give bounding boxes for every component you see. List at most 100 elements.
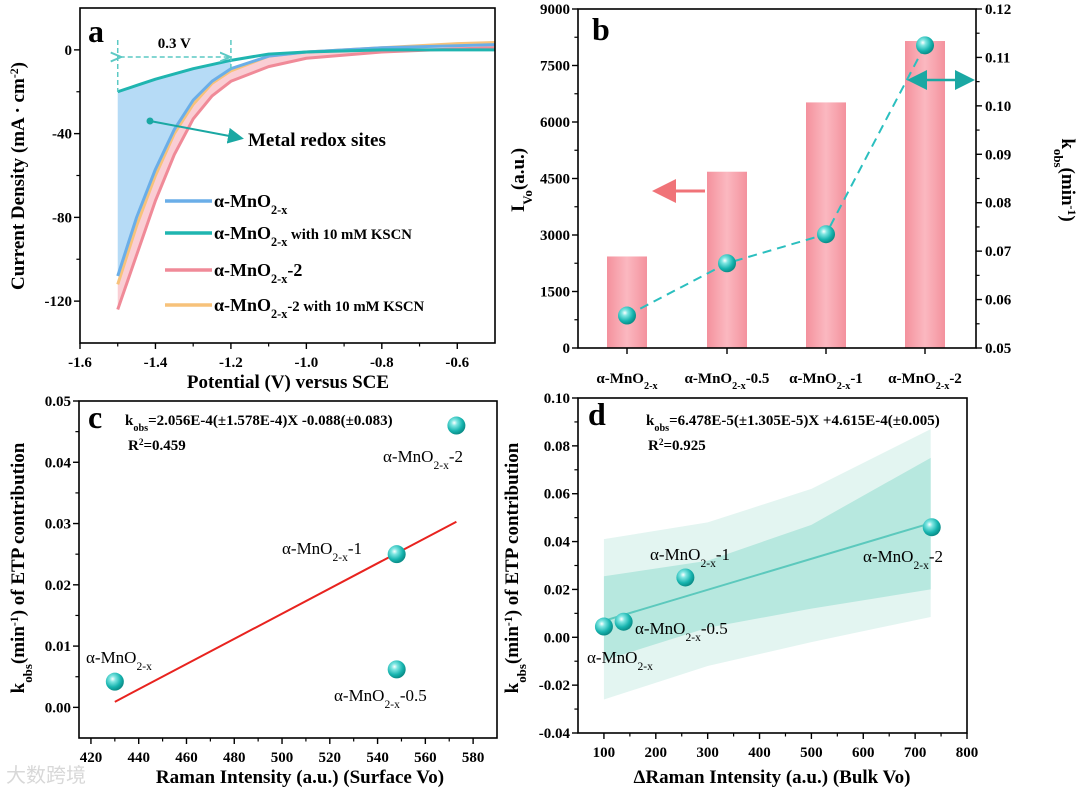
confidence-band — [603, 457, 931, 661]
data-point — [105, 672, 124, 691]
legend-entry-part: α-MnO — [214, 191, 271, 211]
y-tick-label: 0.07 — [985, 244, 1012, 260]
kobs-point — [817, 225, 835, 244]
y-tick-label: 0.05 — [45, 394, 71, 410]
point-label-part: 2-x — [685, 631, 701, 644]
fit-equation-part: obs — [654, 423, 669, 434]
point-label-part: α-MnO — [334, 686, 384, 705]
y-tick-label: 3000 — [540, 228, 570, 244]
y-tick-label: 6000 — [540, 115, 570, 131]
legend-entry: α-MnO2-x-2 — [214, 260, 302, 286]
y-tick-label: -0.02 — [539, 678, 570, 694]
y-tick-label: 0.06 — [544, 487, 571, 503]
x-tick-label: 460 — [175, 750, 198, 766]
series-line-mno2-kscn — [117, 48, 495, 94]
r-squared: R2=0.925 — [648, 438, 706, 454]
x-tick-label: -1.6 — [68, 355, 92, 371]
y-axis-title-part: -1 — [502, 616, 515, 626]
kobs-point — [718, 254, 736, 273]
y-tick-label: -40 — [52, 127, 72, 143]
x-category-label-part: 2-x — [732, 381, 746, 392]
legend-entry-part: 2-x — [271, 235, 288, 249]
data-point — [614, 612, 633, 631]
fit-line — [603, 522, 931, 622]
y-axis-title-part: (min — [502, 626, 523, 664]
legend-entry: α-MnO2-x with 10 mM KSCN — [214, 223, 412, 249]
legend-entry: α-MnO2-x-2 with 10 mM KSCN — [214, 295, 425, 321]
point-label-part: α-MnO — [587, 648, 637, 667]
x-tick-label: 500 — [800, 745, 823, 761]
x-tick-label: 480 — [223, 750, 246, 766]
x-tick-label: 100 — [593, 745, 616, 761]
y2-axis-title-part: (min — [1057, 168, 1078, 206]
point-label-part: α-MnO — [650, 545, 700, 564]
x-category-label-part: 2-x — [837, 381, 851, 392]
panel-letter: d — [588, 396, 606, 432]
y2-axis-title-part: -1 — [1066, 206, 1079, 216]
x-category-label-part: α-MnO — [596, 371, 644, 387]
fit-equation-part: =2.056E-4(±1.578E-4)X -0.088(±0.083) — [148, 413, 393, 429]
y-tick-label: 0.02 — [544, 582, 570, 598]
x-axis-title: Potential (V) versus SCE — [187, 372, 389, 393]
x-tick-label: -1.0 — [294, 355, 318, 371]
y-tick-label: 0.02 — [45, 578, 71, 594]
panel-c-surface-vo-scatter: 420 440 460 480 500 520 540 560 580 0.00 0.01 0.02 0… — [8, 394, 498, 788]
x-tick-label: -1.2 — [219, 355, 243, 371]
x-axis-title-part: Raman Intensity (a.u.) (Surface Vo) — [156, 767, 444, 788]
redox-pointer-arrow — [149, 120, 244, 144]
x-tick-label: 300 — [696, 745, 719, 761]
bar — [607, 256, 647, 348]
x-category-label-part: α-MnO — [888, 371, 936, 387]
x-axis-title-part: ΔRaman Intensity (a.u.) (Bulk Vo) — [634, 767, 911, 788]
y-axis-title: kobs(min-1) of ETP contribution — [502, 442, 529, 693]
r-squared-part: R — [648, 438, 659, 454]
point-label-part: 2-x — [700, 557, 716, 570]
r-squared: R2=0.459 — [128, 438, 186, 454]
y-tick-label: 0.10 — [985, 99, 1011, 115]
y-tick-label: 0.00 — [45, 700, 71, 716]
kobs-line — [626, 44, 926, 317]
panel-a-lsv-curves: -1.6 -1.4 -1.2 -1.0 -0.8 -0.6 0 -40 -80 -120 0.3 V… — [8, 7, 496, 393]
x-tick-label: -0.6 — [445, 355, 469, 371]
point-label: α-MnO2-x-2 — [383, 447, 463, 472]
x-category-label-part: 2-x — [936, 381, 950, 392]
point-label-part: 2-x — [384, 698, 400, 711]
panel-letter: c — [88, 399, 102, 435]
point-label: α-MnO2-x-0.5 — [635, 619, 728, 644]
x-category-label-part: -0.5 — [746, 371, 770, 387]
x-axis-title: ΔRaman Intensity (a.u.) (Bulk Vo) — [634, 767, 911, 788]
y-tick-label: 0.03 — [45, 517, 71, 533]
y-tick-label: 0.04 — [544, 535, 571, 551]
legend-entry-part: 2-x — [271, 203, 288, 217]
kobs-point — [618, 306, 636, 325]
y-axis-title-part: -2 — [8, 68, 21, 78]
plot-frame — [78, 400, 498, 739]
r-squared-part: =0.925 — [664, 438, 706, 454]
point-label-part: -1 — [716, 545, 730, 564]
x-category-label: α-MnO2-x-2 — [888, 371, 962, 392]
x-category-label-part: α-MnO — [789, 371, 837, 387]
x-tick-label: 700 — [904, 745, 927, 761]
legend-entry: α-MnO2-x — [214, 191, 288, 217]
point-label: α-MnO2-x-0.5 — [334, 686, 427, 711]
panel-letter: b — [592, 11, 610, 47]
y-axis-title-part: ) of ETP contribution — [8, 442, 29, 616]
fit-equation-part: =6.478E-5(±1.305E-5)X +4.615E-4(±0.005) — [669, 413, 940, 429]
point-label-part: α-MnO — [86, 648, 136, 667]
gap-label: 0.3 V — [158, 36, 191, 52]
y-tick-label: 0.05 — [985, 341, 1011, 357]
panel-d-bulk-vo-scatter: 100 200 300 400 500 600 700 800 -0.04 -0.02 0.00 0.… — [502, 391, 979, 788]
y-tick-label: 4500 — [540, 172, 570, 188]
redox-label: Metal redox sites — [248, 130, 386, 151]
fit-equation-part: k — [646, 413, 655, 429]
x-tick-label: -0.8 — [370, 355, 394, 371]
y-axis-title-part: obs — [20, 664, 35, 683]
point-label-part: α-MnO — [282, 539, 332, 558]
point-label-part: α-MnO — [863, 547, 913, 566]
y-tick-label: 0.10 — [544, 391, 570, 407]
data-point — [387, 660, 406, 679]
watermark: 大数跨境 — [6, 763, 86, 787]
y-tick-label: 1500 — [540, 285, 570, 301]
y-axis-title-part: Vo — [520, 190, 535, 205]
x-tick-label: 540 — [366, 750, 389, 766]
